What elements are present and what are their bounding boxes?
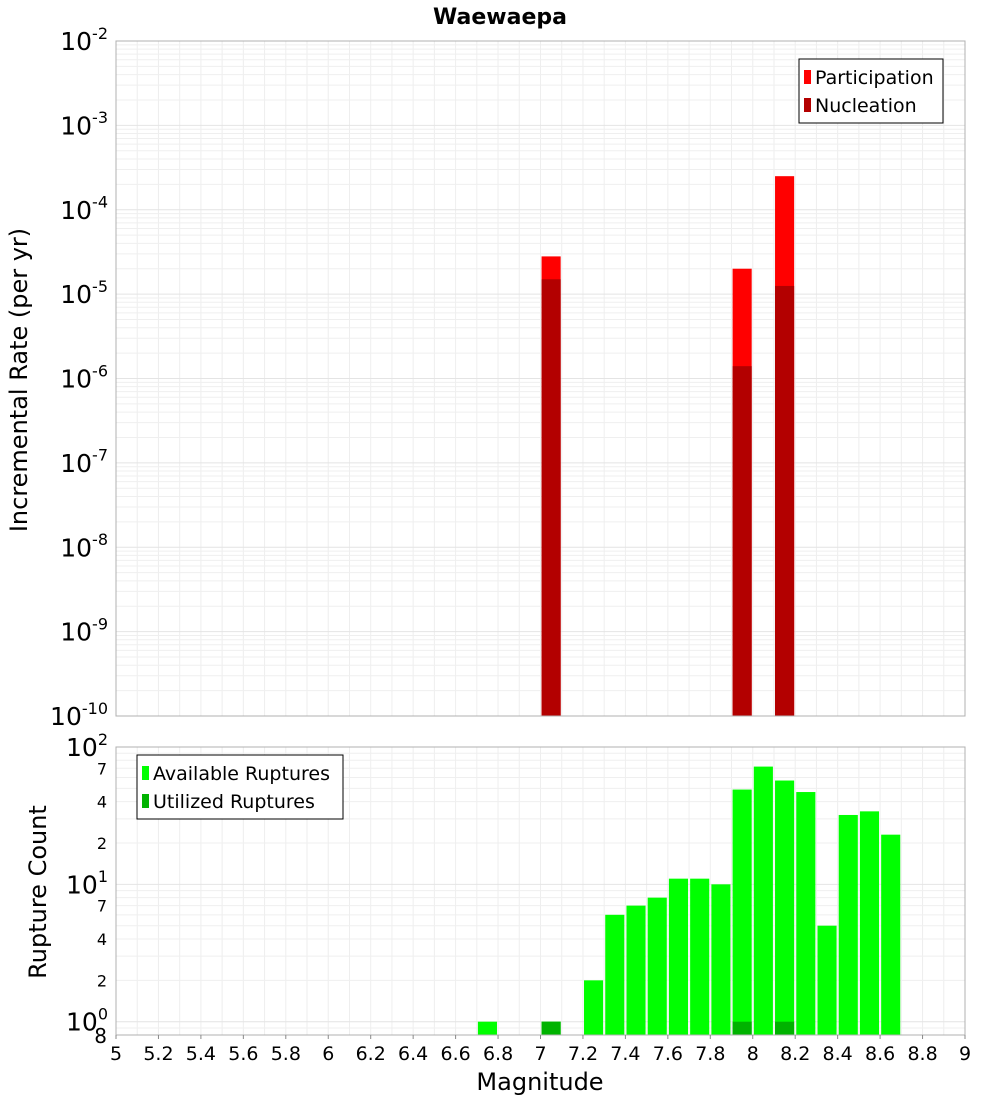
count-y-tick-major-label: 101 <box>66 867 108 899</box>
count-bar-primary <box>584 980 604 1035</box>
x-tick-label: 7.6 <box>653 1043 683 1065</box>
rate-panel: 10-10 10-9 10-8 10-7 10-6 10-5 10-4 10-3 10-2 In… <box>5 24 966 731</box>
x-tick-label: 5.2 <box>143 1043 173 1065</box>
count-bar-primary <box>626 905 646 1035</box>
rate-legend: Participation Nucleation <box>798 58 944 124</box>
legend-swatch <box>142 766 149 780</box>
count-bar-primary <box>690 878 710 1035</box>
rate-bar-secondary <box>732 366 752 716</box>
legend-label: Nucleation <box>815 95 917 117</box>
rate-y-tick-label: 10-9 <box>60 614 108 646</box>
count-y-tick-minor-label: 7 <box>97 897 107 916</box>
count-y-tick-minor-label: 4 <box>97 930 107 949</box>
count-y-axis-label: Rupture Count <box>24 805 52 979</box>
count-bar-primary <box>732 789 752 1035</box>
x-tick-label: 8.4 <box>823 1043 853 1065</box>
legend-label: Participation <box>815 67 934 89</box>
x-axis-label: Magnitude <box>476 1068 603 1096</box>
count-bar-primary <box>668 878 689 1035</box>
count-bar-primary <box>647 897 667 1035</box>
legend-label: Utilized Ruptures <box>153 791 315 813</box>
count-bar-secondary <box>775 1021 795 1035</box>
x-tick-label: 7.4 <box>610 1043 640 1065</box>
rate-y-tick-label: 10-5 <box>60 277 108 309</box>
rate-y-tick-label: 10-6 <box>60 361 108 393</box>
legend-swatch <box>142 794 149 808</box>
chart-title: Waewaepa <box>433 5 567 30</box>
count-bar-primary <box>859 811 880 1035</box>
x-tick-label: 6.4 <box>398 1043 428 1065</box>
legend-swatch <box>804 98 811 112</box>
x-tick-label: 8.2 <box>780 1043 810 1065</box>
rate-bar-secondary <box>775 285 795 716</box>
count-bar-primary <box>477 1021 497 1035</box>
count-y-tick-minor-label: 8 <box>94 1024 107 1048</box>
count-bar-primary <box>605 914 625 1035</box>
rate-y-tick-label: 10-2 <box>60 24 108 56</box>
count-legend: Available Ruptures Utilized Ruptures <box>136 754 344 820</box>
rate-y-tick-label: 10-3 <box>60 108 108 140</box>
legend-label: Available Ruptures <box>153 763 330 785</box>
x-tick-label: 6 <box>322 1043 334 1065</box>
count-y-ticks: 100 101 102 8 2 4 7 2 4 7 <box>66 730 108 1048</box>
x-ticks: 5 5.2 5.4 5.6 5.8 6 6.2 6.4 6.6 6.8 7 7.2 7.4 7.6 7.8 8… <box>110 1035 971 1065</box>
count-bar-primary <box>796 792 816 1035</box>
x-tick-label: 6.6 <box>440 1043 470 1065</box>
x-tick-label: 7 <box>534 1043 546 1065</box>
count-bar-primary <box>817 925 837 1035</box>
x-tick-label: 8 <box>747 1043 759 1065</box>
rate-plot-frame <box>115 40 966 717</box>
count-y-tick-minor-label: 7 <box>97 759 107 778</box>
count-bar-primary <box>775 780 795 1035</box>
count-bar-primary <box>711 884 731 1035</box>
x-tick-label: 7.2 <box>568 1043 598 1065</box>
count-y-tick-major-label: 102 <box>66 730 108 762</box>
x-tick-label: 6.8 <box>483 1043 513 1065</box>
legend-swatch <box>804 70 811 84</box>
x-tick-label: 8.8 <box>907 1043 937 1065</box>
legend-box <box>136 754 344 820</box>
count-bar-primary <box>753 766 773 1035</box>
rate-bars <box>541 176 795 716</box>
x-tick-label: 5.8 <box>271 1043 301 1065</box>
legend-box <box>798 58 944 124</box>
count-panel: 100 101 102 8 2 4 7 2 4 7 5 5.2 5.4 5.6 5.8 6 6.2 6.4 6.6… <box>24 730 971 1096</box>
count-bars <box>477 766 901 1035</box>
count-y-tick-minor-label: 2 <box>97 834 107 853</box>
x-tick-label: 5.4 <box>186 1043 216 1065</box>
rate-bar-secondary <box>541 279 561 716</box>
x-tick-label: 9 <box>959 1043 971 1065</box>
count-bar-secondary <box>541 1021 561 1035</box>
count-y-tick-major-label: 100 <box>66 1004 108 1036</box>
x-tick-label: 6.2 <box>356 1043 386 1065</box>
count-bar-primary <box>838 814 858 1035</box>
rate-grid <box>115 41 966 717</box>
x-tick-label: 5 <box>110 1043 122 1065</box>
rate-y-tick-label: 10-10 <box>50 699 108 731</box>
count-y-tick-minor-label: 2 <box>97 971 107 990</box>
rate-y-ticks: 10-10 10-9 10-8 10-7 10-6 10-5 10-4 10-3 10-2 <box>50 24 108 731</box>
x-tick-label: 5.6 <box>228 1043 258 1065</box>
rate-y-tick-label: 10-4 <box>60 193 108 225</box>
x-tick-label: 8.6 <box>865 1043 895 1065</box>
rate-y-tick-label: 10-8 <box>60 530 108 562</box>
count-bar-primary <box>881 834 901 1035</box>
x-tick-label: 7.8 <box>695 1043 725 1065</box>
rate-y-axis-label: Incremental Rate (per yr) <box>5 228 33 532</box>
count-y-tick-minor-label: 4 <box>97 793 107 812</box>
count-bar-secondary <box>732 1021 752 1035</box>
rate-y-tick-label: 10-7 <box>60 446 108 478</box>
